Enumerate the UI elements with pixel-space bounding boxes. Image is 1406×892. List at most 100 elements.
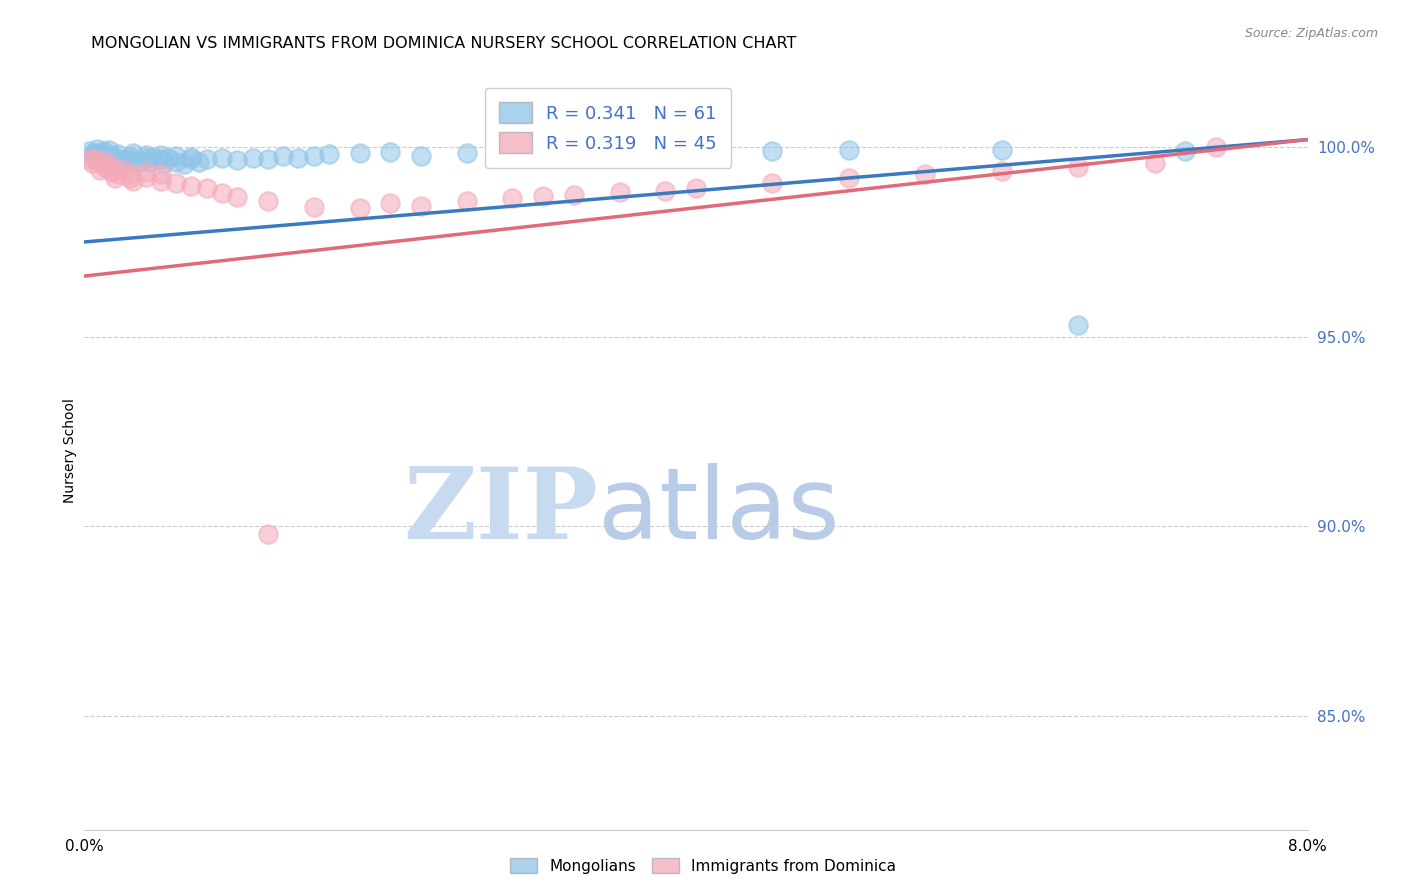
Point <box>302 148 325 162</box>
Point <box>97 143 120 157</box>
Point <box>86 142 108 156</box>
Point <box>349 145 371 160</box>
Point <box>149 147 172 161</box>
Point <box>180 153 202 167</box>
Point <box>107 147 129 161</box>
Point <box>226 153 249 168</box>
Point <box>1067 318 1090 333</box>
Point <box>77 144 100 158</box>
Point <box>111 162 134 177</box>
Point <box>138 154 160 169</box>
Point <box>211 151 233 165</box>
Point <box>96 147 118 161</box>
Point <box>120 171 142 186</box>
Point <box>165 154 187 169</box>
Legend: Mongolians, Immigrants from Dominica: Mongolians, Immigrants from Dominica <box>503 852 903 880</box>
Point <box>1143 156 1166 170</box>
Point <box>502 191 524 205</box>
Point <box>302 200 325 214</box>
Legend: R = 0.341   N = 61, R = 0.319   N = 45: R = 0.341 N = 61, R = 0.319 N = 45 <box>485 88 731 168</box>
Point <box>685 145 707 159</box>
Point <box>104 162 127 177</box>
Point <box>991 163 1014 178</box>
Point <box>165 148 187 162</box>
Point <box>83 145 105 160</box>
Point <box>838 171 860 186</box>
Point <box>257 526 280 541</box>
Point <box>127 155 149 169</box>
Point <box>77 152 100 166</box>
Point <box>142 150 165 164</box>
Point <box>89 155 111 169</box>
Point <box>104 155 127 169</box>
Point <box>157 151 180 165</box>
Point <box>838 143 860 157</box>
Point <box>562 187 585 202</box>
Point <box>211 186 233 201</box>
Point <box>89 162 111 177</box>
Point <box>173 157 195 171</box>
Point <box>94 153 117 167</box>
Point <box>84 153 107 167</box>
Point <box>149 173 172 187</box>
Point <box>242 151 264 165</box>
Point <box>409 199 432 213</box>
Point <box>104 170 127 185</box>
Point <box>562 145 585 159</box>
Point <box>180 178 202 193</box>
Point <box>101 165 124 179</box>
Point <box>226 190 249 204</box>
Point <box>91 148 114 162</box>
Point <box>108 156 131 170</box>
Text: Source: ZipAtlas.com: Source: ZipAtlas.com <box>1244 27 1378 40</box>
Text: MONGOLIAN VS IMMIGRANTS FROM DOMINICA NURSERY SCHOOL CORRELATION CHART: MONGOLIAN VS IMMIGRANTS FROM DOMINICA NU… <box>91 36 797 51</box>
Point <box>287 151 309 165</box>
Point <box>761 144 783 158</box>
Point <box>180 150 202 164</box>
Text: ZIP: ZIP <box>404 463 598 559</box>
Y-axis label: Nursery School: Nursery School <box>63 398 77 503</box>
Point <box>1067 160 1090 174</box>
Point <box>122 145 145 160</box>
Point <box>80 147 103 161</box>
Point <box>111 152 134 166</box>
Point <box>654 184 676 198</box>
Point <box>502 145 524 159</box>
Point <box>257 153 280 167</box>
Point <box>991 143 1014 157</box>
Point <box>609 185 631 199</box>
Point <box>149 168 172 182</box>
Point <box>135 147 157 161</box>
Point <box>654 145 676 160</box>
Point <box>380 145 402 159</box>
Point <box>761 176 783 190</box>
Point <box>271 148 294 162</box>
Point <box>531 147 554 161</box>
Point <box>98 153 121 168</box>
Point <box>195 181 218 195</box>
Point <box>195 153 218 167</box>
Point <box>120 153 142 168</box>
Point <box>165 176 187 190</box>
Point <box>96 154 118 169</box>
Point <box>380 196 402 211</box>
Point <box>914 168 936 182</box>
Point <box>135 165 157 179</box>
Point <box>318 147 340 161</box>
Point <box>135 169 157 184</box>
Point <box>153 156 176 170</box>
Point <box>149 153 172 167</box>
Point <box>80 156 103 170</box>
Point <box>456 145 478 160</box>
Point <box>1174 144 1197 158</box>
Point <box>91 158 114 172</box>
Point <box>1205 140 1227 154</box>
Point <box>101 150 124 164</box>
Point <box>120 150 142 164</box>
Point <box>94 161 117 175</box>
Point <box>120 167 142 181</box>
Point <box>93 144 115 158</box>
Point <box>531 188 554 202</box>
Point <box>89 145 111 160</box>
Point <box>409 148 432 162</box>
